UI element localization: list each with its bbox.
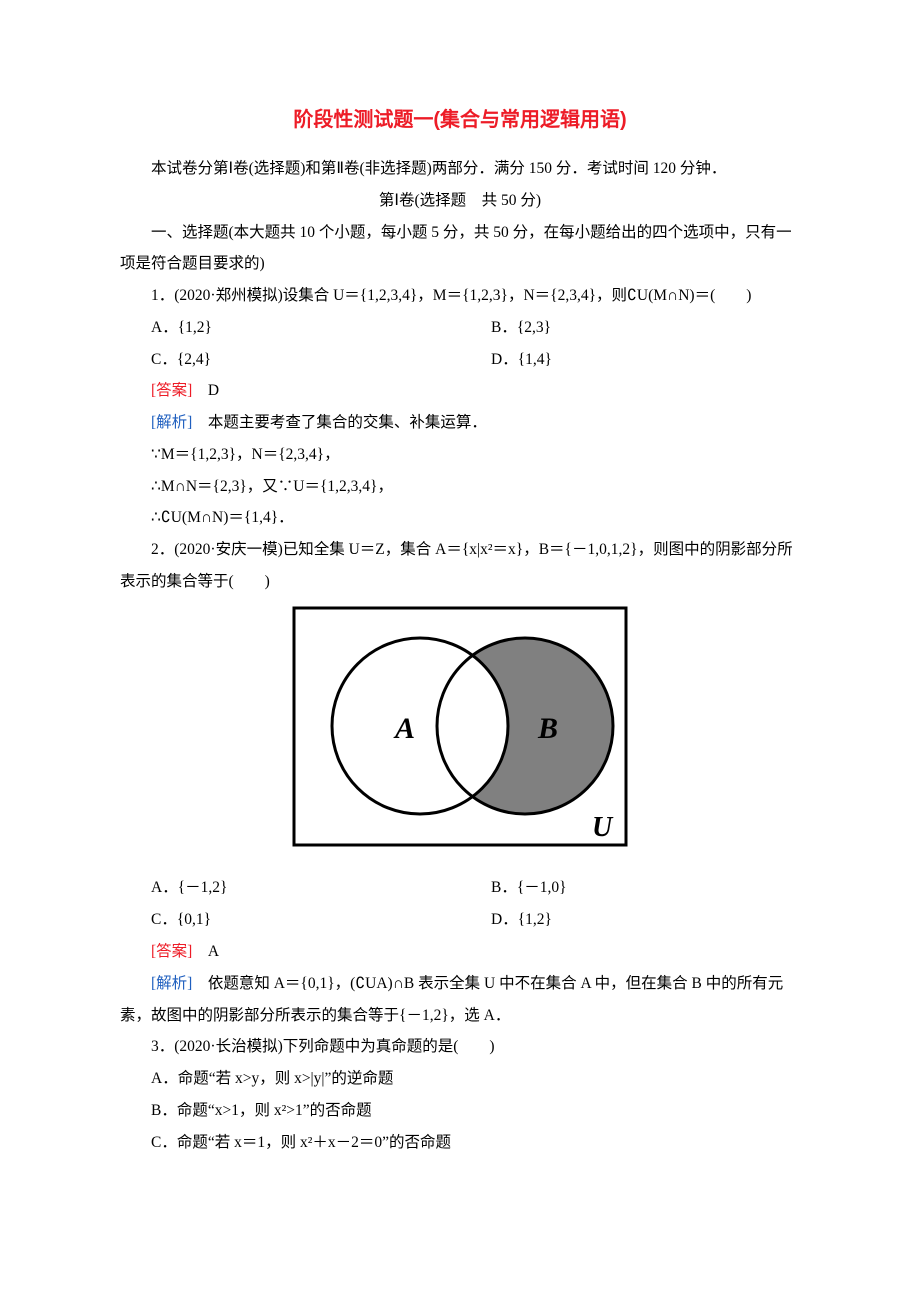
q1-answer: D — [192, 382, 219, 399]
venn-label-a: A — [393, 712, 415, 745]
q1-analysis-lead-text: 本题主要考查了集合的交集、补集运算． — [192, 414, 487, 431]
q2-opt-c: C．{0,1} — [120, 904, 460, 936]
q3-opt-c: C．命题“若 x＝1，则 x²＋x－2＝0”的否命题 — [120, 1127, 800, 1159]
venn-diagram: A B U — [290, 604, 630, 849]
venn-label-b: B — [537, 712, 558, 745]
q1-opt-b: B．{2,3} — [460, 312, 800, 344]
q1-opt-a: A．{1,2} — [120, 312, 460, 344]
q2-options: A．{－1,2} B．{－1,0} C．{0,1} D．{1,2} — [120, 872, 800, 936]
section-header: 第Ⅰ卷(选择题 共 50 分) — [120, 185, 800, 217]
q1-stem-text: 1．(2020·郑州模拟)设集合 U＝{1,2,3,4}，M＝{1,2,3}，N… — [151, 287, 751, 304]
page-container: 阶段性测试题一(集合与常用逻辑用语) 本试卷分第Ⅰ卷(选择题)和第Ⅱ卷(非选择题… — [0, 0, 920, 1238]
mc-header: 一、选择题(本大题共 10 个小题，每小题 5 分，共 50 分，在每小题给出的… — [120, 217, 800, 281]
q3-opt-b: B．命题“x>1，则 x²>1”的否命题 — [120, 1095, 800, 1127]
intro-text: 本试卷分第Ⅰ卷(选择题)和第Ⅱ卷(非选择题)两部分．满分 150 分．考试时间 … — [120, 153, 800, 185]
q1-line2: ∴M∩N＝{2,3}，又∵U＝{1,2,3,4}， — [120, 471, 800, 503]
answer-label: [答案] — [151, 382, 192, 399]
q3-opt-a: A．命题“若 x>y，则 x>|y|”的逆命题 — [120, 1063, 800, 1095]
q2-answer-line: [答案] A — [120, 936, 800, 968]
page-title: 阶段性测试题一(集合与常用逻辑用语) — [120, 100, 800, 141]
q1-line3: ∴∁U(M∩N)＝{1,4}． — [120, 502, 800, 534]
analysis-label: [解析] — [151, 414, 192, 431]
q3-stem: 3．(2020·长治模拟)下列命题中为真命题的是( ) — [120, 1031, 800, 1063]
q1-opt-c: C．{2,4} — [120, 344, 460, 376]
q2-opt-d: D．{1,2} — [460, 904, 800, 936]
analysis-label: [解析] — [151, 975, 192, 992]
answer-label: [答案] — [151, 943, 192, 960]
q1-stem: 1．(2020·郑州模拟)设集合 U＝{1,2,3,4}，M＝{1,2,3}，N… — [120, 280, 800, 312]
q1-answer-line: [答案] D — [120, 375, 800, 407]
q2-stem-text: 2．(2020·安庆一模)已知全集 U＝Z，集合 A＝{x|x²＝x}，B＝{－… — [120, 541, 793, 590]
q1-analysis-lead: [解析] 本题主要考查了集合的交集、补集运算． — [120, 407, 800, 439]
q2-analysis: [解析] 依题意知 A＝{0,1}，(∁UA)∩B 表示全集 U 中不在集合 A… — [120, 968, 800, 1032]
q1-opt-d: D．{1,4} — [460, 344, 800, 376]
q2-analysis-text: 依题意知 A＝{0,1}，(∁UA)∩B 表示全集 U 中不在集合 A 中，但在… — [120, 975, 783, 1024]
venn-diagram-wrap: A B U — [120, 598, 800, 873]
venn-label-u: U — [592, 812, 614, 843]
q2-opt-a: A．{－1,2} — [120, 872, 460, 904]
q2-answer: A — [192, 943, 219, 960]
q1-options: A．{1,2} B．{2,3} C．{2,4} D．{1,4} — [120, 312, 800, 376]
q2-opt-b: B．{－1,0} — [460, 872, 800, 904]
q2-stem: 2．(2020·安庆一模)已知全集 U＝Z，集合 A＝{x|x²＝x}，B＝{－… — [120, 534, 800, 598]
q1-line1: ∵M＝{1,2,3}，N＝{2,3,4}， — [120, 439, 800, 471]
